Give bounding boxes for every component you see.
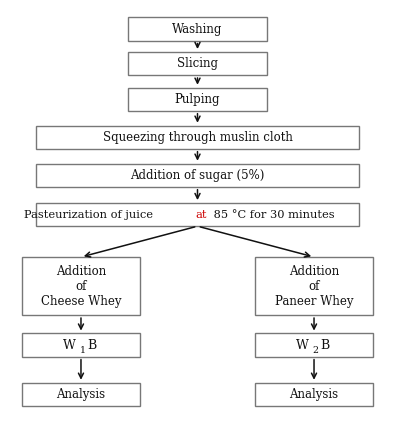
Bar bbox=[255, 257, 373, 315]
Text: Pulping: Pulping bbox=[175, 93, 220, 106]
Text: Addition of sugar (5%): Addition of sugar (5%) bbox=[130, 169, 265, 182]
Text: at: at bbox=[195, 210, 207, 219]
Bar bbox=[22, 257, 140, 315]
Bar bbox=[22, 383, 140, 406]
Bar bbox=[255, 383, 373, 406]
Bar bbox=[255, 333, 373, 357]
Text: Addition
of
Paneer Whey: Addition of Paneer Whey bbox=[275, 265, 353, 308]
Bar bbox=[22, 333, 140, 357]
Text: 1: 1 bbox=[79, 346, 85, 355]
Text: Squeezing through muslin cloth: Squeezing through muslin cloth bbox=[103, 131, 292, 144]
Text: B: B bbox=[320, 338, 329, 352]
Text: W: W bbox=[63, 338, 76, 352]
Bar bbox=[36, 164, 359, 187]
Text: Slicing: Slicing bbox=[177, 57, 218, 70]
Text: Analysis: Analysis bbox=[290, 388, 339, 401]
Text: B: B bbox=[87, 338, 96, 352]
Text: 2: 2 bbox=[312, 346, 318, 355]
Text: Washing: Washing bbox=[172, 22, 223, 36]
Bar bbox=[36, 203, 359, 226]
Text: Pasteurization of juice: Pasteurization of juice bbox=[24, 210, 157, 219]
Text: Addition
of
Cheese Whey: Addition of Cheese Whey bbox=[41, 265, 121, 308]
Bar bbox=[128, 88, 267, 111]
Bar bbox=[128, 52, 267, 75]
Text: W: W bbox=[296, 338, 309, 352]
Text: 85 °C for 30 minutes: 85 °C for 30 minutes bbox=[210, 210, 335, 219]
Bar bbox=[36, 126, 359, 149]
Text: Analysis: Analysis bbox=[56, 388, 105, 401]
Bar bbox=[128, 17, 267, 41]
